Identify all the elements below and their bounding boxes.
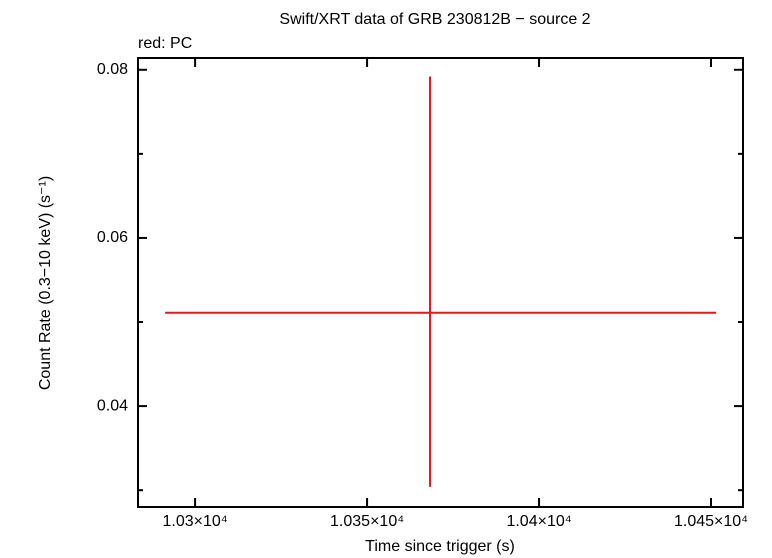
y-axis-label: Count Rate (0.3−10 keV) (s⁻¹) bbox=[37, 176, 54, 390]
x-axis-label: Time since trigger (s) bbox=[365, 538, 515, 555]
plot-frame bbox=[137, 57, 744, 508]
chart-title: Swift/XRT data of GRB 230812B − source 2 bbox=[279, 11, 590, 28]
y-tick-label: 0.04 bbox=[97, 397, 128, 414]
x-tick-label: 1.035×10⁴ bbox=[330, 513, 404, 530]
chart-subtitle: red: PC bbox=[138, 35, 192, 52]
x-tick-label: 1.04×10⁴ bbox=[506, 513, 571, 530]
y-tick-label: 0.08 bbox=[97, 61, 128, 78]
x-tick-label: 1.045×10⁴ bbox=[674, 513, 748, 530]
y-tick-label: 0.06 bbox=[97, 229, 128, 246]
x-tick-label: 1.03×10⁴ bbox=[163, 513, 228, 530]
